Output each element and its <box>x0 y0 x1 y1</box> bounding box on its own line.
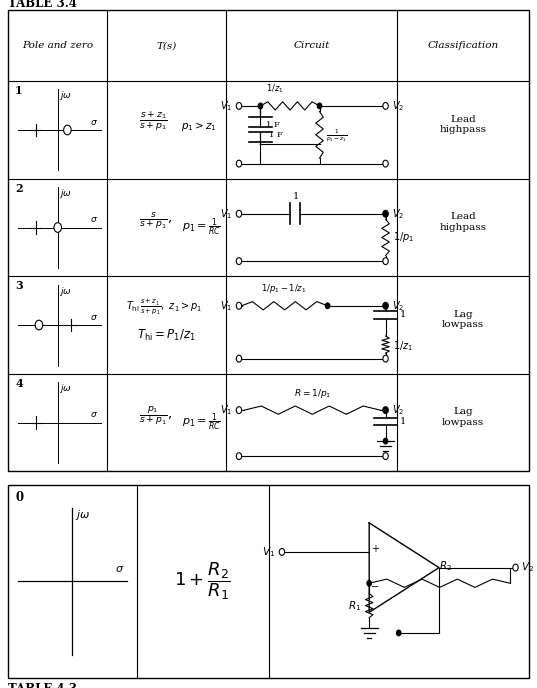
Text: 1 F: 1 F <box>269 131 283 139</box>
Circle shape <box>236 355 242 362</box>
Circle shape <box>383 160 388 167</box>
Text: $1/z_1$: $1/z_1$ <box>266 83 284 95</box>
Text: 0: 0 <box>15 491 23 504</box>
Text: $V_1$: $V_1$ <box>220 99 233 113</box>
Text: $\frac{1}{p_1-z_1}$: $\frac{1}{p_1-z_1}$ <box>326 127 348 142</box>
Circle shape <box>54 223 62 233</box>
Text: Pole and zero: Pole and zero <box>22 41 93 50</box>
Text: $-$: $-$ <box>370 579 379 590</box>
Text: 3: 3 <box>15 281 23 292</box>
Text: $1 + \dfrac{R_2}{R_1}$: $1 + \dfrac{R_2}{R_1}$ <box>175 561 231 602</box>
Circle shape <box>396 630 401 636</box>
Text: Lead
highpass: Lead highpass <box>440 213 487 232</box>
Circle shape <box>383 453 388 460</box>
Text: $V_2$: $V_2$ <box>392 403 404 417</box>
Text: $R = 1/p_1$: $R = 1/p_1$ <box>294 387 331 400</box>
Text: $V_2$: $V_2$ <box>392 207 404 221</box>
Text: 1: 1 <box>15 85 23 96</box>
Text: $p_1 = \frac{1}{RC}$: $p_1 = \frac{1}{RC}$ <box>182 217 221 238</box>
Circle shape <box>236 211 242 217</box>
Text: $j\omega$: $j\omega$ <box>60 89 72 103</box>
Text: Lag
lowpass: Lag lowpass <box>442 407 484 427</box>
Text: $j\omega$: $j\omega$ <box>60 382 72 395</box>
Text: $T_{\rm hi} = P_1/z_1$: $T_{\rm hi} = P_1/z_1$ <box>137 327 196 343</box>
Circle shape <box>383 407 388 413</box>
Text: $\frac{s}{s + p_1},$: $\frac{s}{s + p_1},$ <box>139 211 172 231</box>
Text: $1/p_1$: $1/p_1$ <box>393 230 414 244</box>
Text: $T_{\rm hi}\,\frac{s + z_1}{s + p_1},\ z_1 > p_1$: $T_{\rm hi}\,\frac{s + z_1}{s + p_1},\ z… <box>126 298 202 317</box>
Circle shape <box>236 160 242 167</box>
Text: $\sigma$: $\sigma$ <box>90 215 98 224</box>
Circle shape <box>383 258 388 265</box>
Text: $p_1 = \frac{1}{RC}$: $p_1 = \frac{1}{RC}$ <box>182 412 221 433</box>
Text: 1 F: 1 F <box>266 121 280 129</box>
Text: $\sigma$: $\sigma$ <box>90 410 98 419</box>
Text: TABLE 3.4: TABLE 3.4 <box>8 0 77 10</box>
Text: Lag
lowpass: Lag lowpass <box>442 310 484 330</box>
Circle shape <box>236 258 242 265</box>
Text: $V_1$: $V_1$ <box>220 403 233 417</box>
Text: $1/p_1 - 1/z_1$: $1/p_1 - 1/z_1$ <box>260 282 306 294</box>
Text: $V_2$: $V_2$ <box>392 299 404 312</box>
Circle shape <box>236 453 242 460</box>
Text: $V_2$: $V_2$ <box>392 99 404 113</box>
Text: $\frac{s + z_1}{s + p_1}$: $\frac{s + z_1}{s + p_1}$ <box>139 110 168 133</box>
Text: $V_2$: $V_2$ <box>521 561 534 574</box>
Text: $j\omega$: $j\omega$ <box>75 508 90 522</box>
Circle shape <box>325 303 330 308</box>
Text: $V_1$: $V_1$ <box>220 207 233 221</box>
Text: T(s): T(s) <box>156 41 177 50</box>
Text: $V_1$: $V_1$ <box>220 299 233 312</box>
Text: 4: 4 <box>15 378 23 389</box>
Circle shape <box>236 407 242 413</box>
Circle shape <box>383 302 388 309</box>
Circle shape <box>383 103 388 109</box>
Circle shape <box>236 103 242 109</box>
Text: Classification: Classification <box>427 41 499 50</box>
Circle shape <box>383 303 388 308</box>
Circle shape <box>367 581 372 586</box>
Text: $\sigma$: $\sigma$ <box>114 564 124 574</box>
Text: $j\omega$: $j\omega$ <box>60 285 72 297</box>
Text: $p_1 > z_1$: $p_1 > z_1$ <box>181 120 216 133</box>
Bar <box>8 10 529 471</box>
Circle shape <box>383 355 388 362</box>
Circle shape <box>383 211 388 217</box>
Text: $V_1$: $V_1$ <box>263 545 275 559</box>
Text: $1/z_1$: $1/z_1$ <box>393 339 413 353</box>
Circle shape <box>383 211 388 217</box>
Circle shape <box>236 302 242 309</box>
Text: 1: 1 <box>400 310 406 319</box>
Circle shape <box>383 407 388 413</box>
Text: 1: 1 <box>400 417 406 426</box>
Text: $R_2$: $R_2$ <box>439 559 452 573</box>
Text: $R_1$: $R_1$ <box>348 599 361 612</box>
Text: Circuit: Circuit <box>293 41 330 50</box>
Circle shape <box>317 103 322 109</box>
Bar <box>8 485 529 678</box>
Circle shape <box>513 564 518 571</box>
Circle shape <box>258 103 263 109</box>
Text: $\frac{p_1}{s + p_1},$: $\frac{p_1}{s + p_1},$ <box>139 405 172 427</box>
Text: 2: 2 <box>15 183 23 194</box>
Text: $\sigma$: $\sigma$ <box>90 118 98 127</box>
Text: Lead
highpass: Lead highpass <box>440 115 487 134</box>
Text: $\sigma$: $\sigma$ <box>90 312 98 321</box>
Text: 1: 1 <box>293 193 299 202</box>
Text: $j\omega$: $j\omega$ <box>60 187 72 200</box>
Circle shape <box>383 438 388 444</box>
Circle shape <box>35 320 43 330</box>
Text: TABLE 4.3: TABLE 4.3 <box>8 683 77 688</box>
Circle shape <box>64 125 71 135</box>
Circle shape <box>279 548 285 555</box>
Text: +: + <box>371 544 379 554</box>
